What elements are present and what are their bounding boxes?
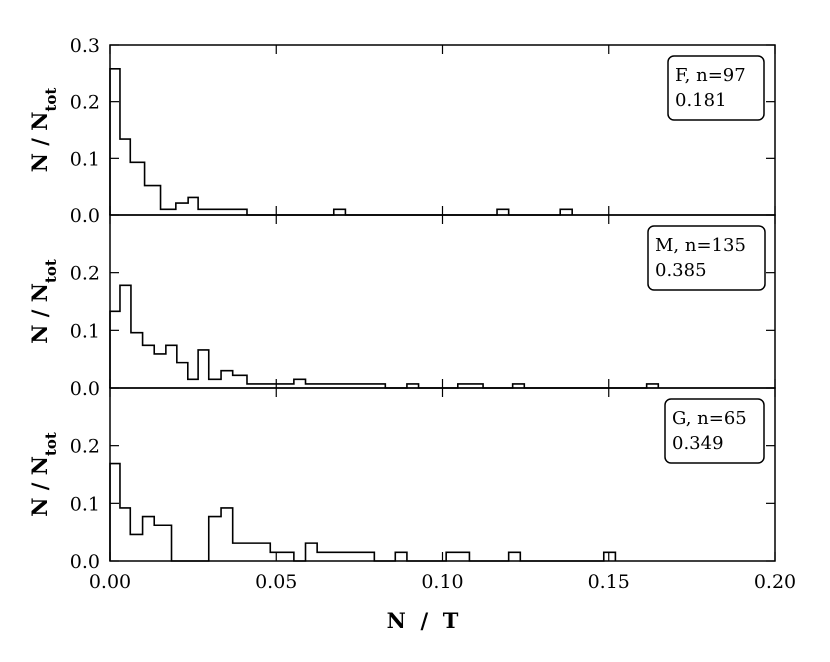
histogram-steps	[109, 462, 617, 562]
y-axis-title: N / Ntot	[27, 432, 60, 517]
y-axis-title: N / Ntot	[27, 88, 60, 173]
x-tick-label: 0.10	[421, 571, 463, 593]
y-axis-title-subscript: tot	[42, 259, 60, 283]
annotation-line: 0.349	[672, 433, 724, 454]
y-axis-title: N / Ntot	[27, 259, 60, 344]
annotation-line: G, n=65	[672, 408, 747, 429]
panel-2: 0.0 0.1 0.2 N / Ntot M, n=135 0.385	[27, 214, 776, 400]
x-tick-label: 0.00	[89, 571, 131, 593]
x-tick-label: 0.15	[588, 571, 630, 593]
y-tick-label: 0.0	[70, 205, 100, 227]
y-tick-label: 0.1	[70, 148, 100, 170]
annotation-box	[667, 55, 765, 121]
y-tick-label: 0.1	[70, 493, 100, 515]
y-axis-title-subscript: tot	[42, 432, 60, 456]
x-tick-label: 0.05	[255, 571, 297, 593]
annotation-line: 0.181	[675, 90, 727, 111]
annotation-line: 0.385	[655, 260, 707, 281]
y-tick-label: 0.0	[70, 551, 100, 573]
y-tick-label: 0.0	[70, 378, 100, 400]
y-axis-title-subscript: tot	[42, 88, 60, 112]
y-tick-label: 0.1	[70, 320, 100, 342]
histogram-steps	[109, 284, 660, 389]
annotation-box	[664, 398, 765, 464]
x-axis-title: N / T	[387, 608, 459, 633]
panel-3: 0.0 0.1 0.2 N / Ntot G, n=65 0.349	[27, 387, 776, 573]
annotation-box	[647, 225, 766, 291]
annotation-line: F, n=97	[675, 65, 746, 86]
annotation-line: M, n=135	[655, 235, 746, 256]
histogram-steps	[109, 68, 573, 216]
y-tick-label: 0.2	[70, 263, 100, 285]
y-tick-label: 0.2	[70, 436, 100, 458]
panel-1: 0.0 0.1 0.2 0.3 N / Ntot F, n=97 0.181	[27, 35, 776, 227]
x-tick-label: 0.20	[754, 571, 796, 593]
y-tick-label: 0.3	[70, 35, 100, 57]
y-tick-label: 0.2	[70, 92, 100, 114]
